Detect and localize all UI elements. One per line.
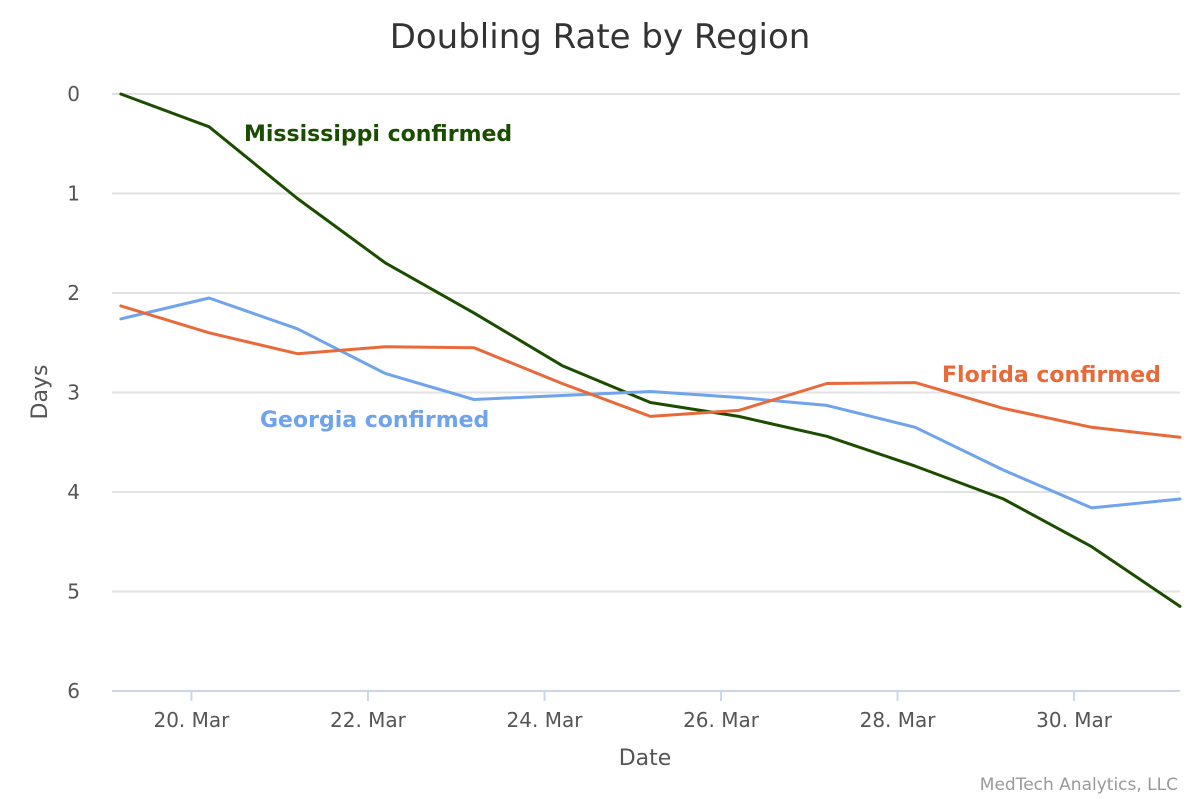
gridlines <box>112 93 1180 593</box>
y-tick-label: 4 <box>67 480 80 504</box>
x-tick-label: 30. Mar <box>1036 708 1113 732</box>
y-tick-label: 3 <box>67 381 80 405</box>
x-tick-label: 26. Mar <box>683 708 760 732</box>
credit-text: MedTech Analytics, LLC <box>980 775 1178 795</box>
x-axis-title: Date <box>619 746 672 771</box>
x-tick-label: 20. Mar <box>153 708 230 732</box>
series-line-mississippi <box>119 92 1182 608</box>
series-line-florida <box>119 304 1182 439</box>
y-axis-title: Days <box>28 365 53 420</box>
y-tick-label: 2 <box>67 281 80 305</box>
chart-title: Doubling Rate by Region <box>390 17 811 57</box>
series-label-florida: Florida confirmed <box>942 363 1161 388</box>
x-tick-label: 24. Mar <box>507 708 584 732</box>
y-tick-label: 1 <box>67 182 80 206</box>
x-tick-label: 28. Mar <box>860 708 937 732</box>
series-line-georgia <box>119 296 1182 510</box>
y-tick-label: 0 <box>67 82 80 106</box>
y-tick-label: 5 <box>67 580 80 604</box>
series-label-georgia: Georgia confirmed <box>260 408 489 433</box>
x-axis-ticks: 20. Mar 22. Mar 24. Mar 26. Mar 28. Mar 30. M… <box>153 691 1113 732</box>
series-lines <box>119 92 1182 608</box>
y-axis-ticks: 0 1 2 3 4 5 6 <box>67 82 80 703</box>
x-tick-label: 22. Mar <box>330 708 407 732</box>
series-label-mississippi: Mississippi confirmed <box>244 122 512 147</box>
y-tick-label: 6 <box>67 679 80 703</box>
